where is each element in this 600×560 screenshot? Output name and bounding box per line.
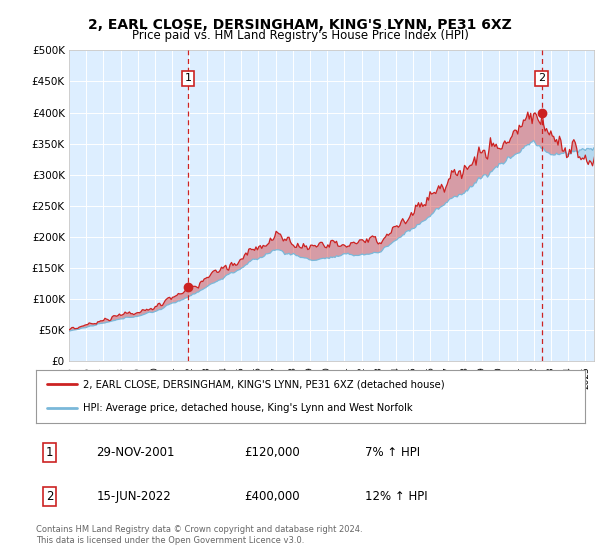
Text: 2, EARL CLOSE, DERSINGHAM, KING'S LYNN, PE31 6XZ: 2, EARL CLOSE, DERSINGHAM, KING'S LYNN, … xyxy=(88,18,512,32)
Text: 29-NOV-2001: 29-NOV-2001 xyxy=(97,446,175,459)
Text: 7% ↑ HPI: 7% ↑ HPI xyxy=(365,446,421,459)
Text: Contains HM Land Registry data © Crown copyright and database right 2024.
This d: Contains HM Land Registry data © Crown c… xyxy=(36,525,362,545)
Text: 1: 1 xyxy=(46,446,53,459)
Text: £400,000: £400,000 xyxy=(245,490,300,503)
Text: 2: 2 xyxy=(46,490,53,503)
Text: 2, EARL CLOSE, DERSINGHAM, KING'S LYNN, PE31 6XZ (detached house): 2, EARL CLOSE, DERSINGHAM, KING'S LYNN, … xyxy=(83,380,444,390)
Text: HPI: Average price, detached house, King's Lynn and West Norfolk: HPI: Average price, detached house, King… xyxy=(83,403,412,413)
Text: Price paid vs. HM Land Registry's House Price Index (HPI): Price paid vs. HM Land Registry's House … xyxy=(131,29,469,42)
Text: £120,000: £120,000 xyxy=(245,446,301,459)
Text: 12% ↑ HPI: 12% ↑ HPI xyxy=(365,490,428,503)
Text: 2: 2 xyxy=(538,73,545,83)
Text: 15-JUN-2022: 15-JUN-2022 xyxy=(97,490,171,503)
Text: 1: 1 xyxy=(185,73,191,83)
